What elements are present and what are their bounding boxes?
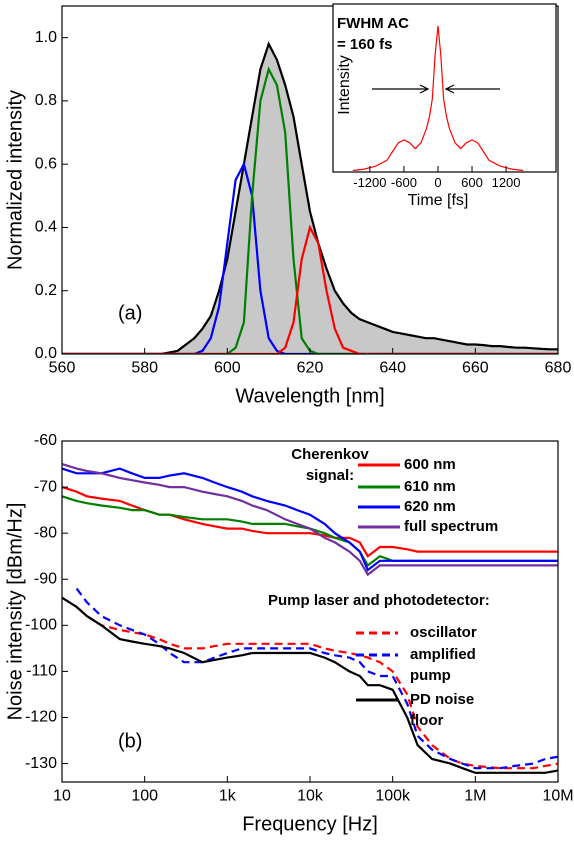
legend-label: 610 nm [404, 478, 456, 495]
x-tick-label: 600 [461, 175, 483, 190]
plot-area [333, 4, 556, 172]
x-tick-label: 640 [379, 360, 406, 377]
legend-label: 600 nm [404, 456, 456, 473]
legend-label: oscillator [410, 624, 477, 641]
x-axis-label: Time [fs] [408, 192, 469, 209]
annotation: (b) [118, 730, 142, 752]
legend-label: amplified pump [410, 646, 476, 684]
y-tick-label: 0.0 [35, 345, 57, 362]
y-axis-label: Noise intensity [dBm/Hz] [4, 503, 26, 721]
series-line [62, 596, 558, 774]
y-tick-label: 0.2 [35, 282, 57, 299]
arrow [444, 84, 500, 94]
x-axis-label: Wavelength [nm] [235, 385, 384, 407]
x-tick-label: 0 [434, 175, 441, 190]
x-tick-label: 1200 [492, 175, 521, 190]
x-tick-label: -600 [391, 175, 417, 190]
x-axis-label: Frequency [Hz] [242, 813, 378, 835]
y-axis-label: Normalized intensity [4, 90, 26, 270]
annotation: FWHM AC [337, 15, 409, 32]
series-line [352, 25, 524, 172]
plot-area [62, 441, 558, 782]
x-tick-label: 100 [131, 788, 158, 805]
series-line [62, 467, 558, 572]
x-tick-label: 100k [375, 788, 411, 805]
y-tick-label: -80 [34, 524, 57, 541]
x-tick-label: 1M [464, 788, 486, 805]
y-tick-label: -110 [26, 663, 57, 680]
x-tick-label: 660 [462, 360, 489, 377]
y-tick-label: -90 [34, 570, 57, 587]
legend-title: Cherenkov signal: [291, 446, 369, 484]
series-line [75, 587, 558, 770]
x-tick-label: 10 [53, 788, 71, 805]
y-tick-label: 0.6 [35, 155, 57, 172]
legend-label: full spectrum [404, 518, 499, 535]
annotation: = 160 fs [337, 36, 392, 53]
y-tick-label: -100 [25, 617, 57, 634]
annotation: (a) [118, 302, 142, 324]
x-tick-label: 1k [219, 788, 237, 805]
x-tick-label: 10k [297, 788, 324, 805]
x-tick-label: 560 [49, 360, 76, 377]
arrow [372, 84, 430, 94]
y-tick-label: -130 [25, 755, 57, 772]
x-tick-label: 680 [545, 360, 572, 377]
area-fill [62, 44, 558, 354]
x-tick-label: -1200 [353, 175, 386, 190]
x-tick-label: 10M [542, 788, 573, 805]
x-tick-label: 620 [297, 360, 324, 377]
y-tick-label: 0.8 [35, 92, 57, 109]
legend-label: PD noise floor [410, 691, 475, 729]
x-tick-label: 600 [214, 360, 241, 377]
series-line [62, 224, 558, 354]
y-tick-label: -70 [34, 478, 57, 495]
y-axis-label: Intensity [336, 55, 353, 115]
y-tick-label: -120 [25, 709, 57, 726]
legend-label: 620 nm [404, 498, 456, 515]
y-tick-label: 1.0 [35, 29, 57, 46]
series-line [62, 41, 558, 354]
y-tick-label: 0.4 [35, 219, 57, 236]
axes-frame [332, 3, 557, 173]
y-tick-label: -60 [34, 432, 57, 449]
series-line [62, 462, 558, 577]
x-tick-label: 580 [131, 360, 158, 377]
legend-title: Pump laser and photodetector: [268, 592, 490, 609]
